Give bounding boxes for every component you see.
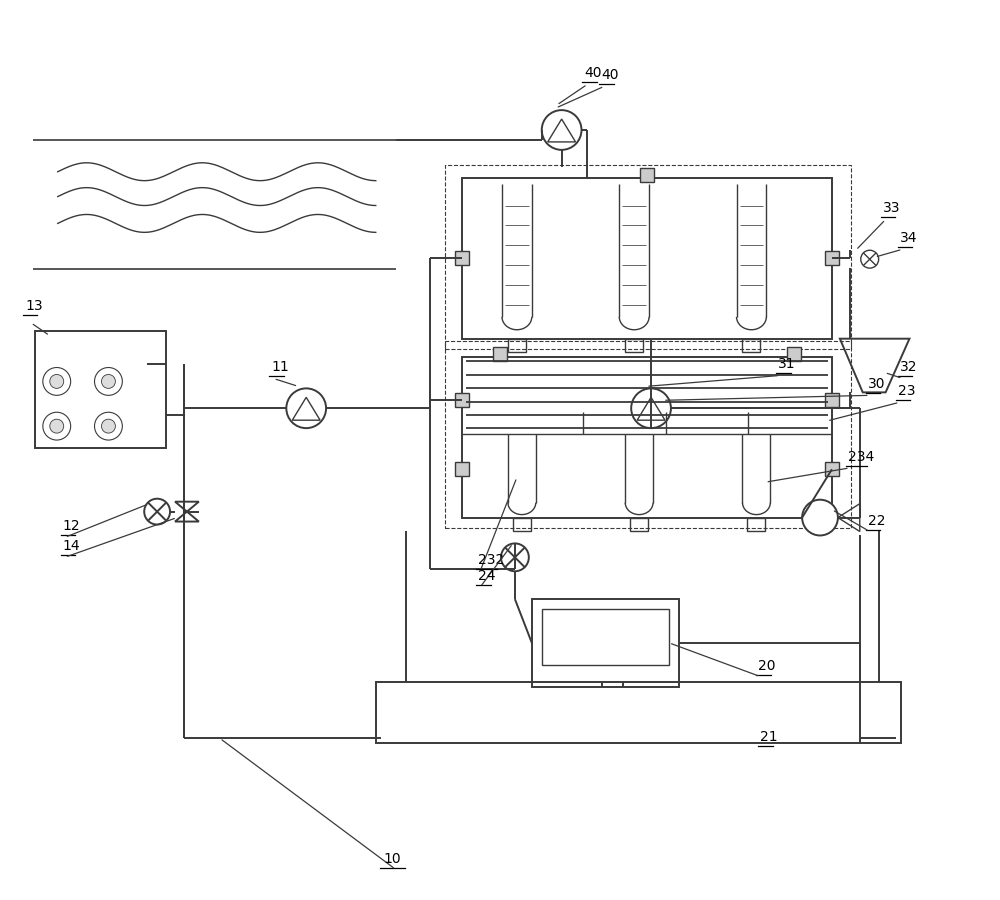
Bar [825,463,839,476]
Text: 31: 31 [778,357,796,372]
Circle shape [95,412,122,440]
Bar [493,346,507,361]
Bar [376,681,901,743]
Text: 22: 22 [868,514,885,527]
Text: 33: 33 [883,202,900,215]
Text: 14: 14 [63,539,80,554]
Circle shape [50,419,64,433]
Circle shape [101,419,115,433]
Text: 34: 34 [900,231,917,246]
Text: 30: 30 [868,377,885,392]
Circle shape [101,374,115,389]
Text: 32: 32 [900,361,917,374]
Text: 40: 40 [601,68,619,82]
Bar [630,518,648,530]
Circle shape [501,544,529,572]
Text: 40: 40 [584,67,602,80]
Text: 234: 234 [848,450,874,464]
Text: 21: 21 [760,730,778,744]
Bar [747,518,765,530]
Text: 10: 10 [384,852,401,867]
Circle shape [802,500,838,536]
Text: 232: 232 [478,554,504,567]
Circle shape [542,110,581,150]
Bar [455,251,469,266]
Bar [532,599,679,687]
Text: 20: 20 [758,659,776,672]
Text: 23: 23 [898,384,915,399]
Circle shape [861,250,879,268]
Circle shape [43,412,71,440]
Bar [640,167,654,182]
Circle shape [43,367,71,395]
Bar [455,393,469,407]
Bar [825,251,839,266]
Bar [625,338,643,352]
Bar [508,338,526,352]
Bar [542,609,669,665]
Bar [825,393,839,407]
Text: 11: 11 [271,361,289,374]
Circle shape [631,389,671,428]
Bar [513,518,531,530]
Bar [462,356,832,518]
Bar [445,165,851,348]
Bar [462,177,832,338]
Bar [787,346,801,361]
Bar [35,330,166,448]
Bar [445,341,851,527]
Circle shape [50,374,64,389]
Bar [742,338,760,352]
Text: 13: 13 [25,299,43,313]
Circle shape [286,389,326,428]
Text: 24: 24 [478,569,496,583]
Circle shape [144,499,170,525]
Bar [455,463,469,476]
Text: 12: 12 [63,519,80,534]
Circle shape [95,367,122,395]
